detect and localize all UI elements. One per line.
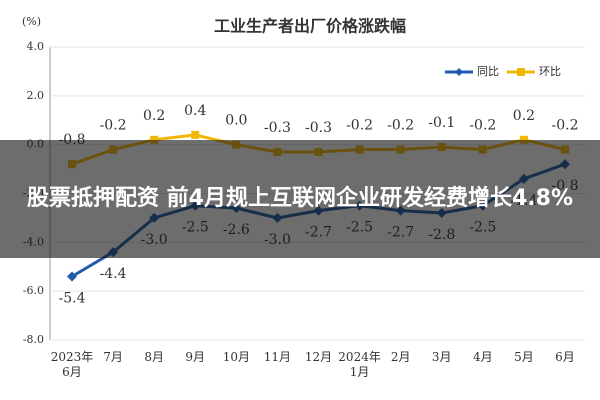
x-tick-label: 9月 (185, 350, 206, 364)
x-tick-label: 12月 (304, 350, 333, 364)
point (519, 135, 528, 144)
legend-marker (455, 68, 463, 76)
data-label: -0.2 (387, 118, 414, 134)
x-tick-label: 2024年 1月 (338, 350, 381, 379)
x-tick-label: 10月 (222, 350, 250, 364)
y-tick-label: 4.0 (27, 40, 45, 53)
banner-text: 股票抵押配资 前4月规上互联网企业研发经费增长4.8% (27, 186, 573, 211)
data-label: -5.4 (59, 291, 86, 307)
y-axis-label: (%) (22, 15, 41, 28)
data-label: 0.2 (513, 108, 535, 124)
data-label: 0.4 (184, 103, 206, 119)
data-label: 0.2 (143, 108, 165, 124)
legend-label: 环比 (539, 65, 561, 78)
data-label: -0.1 (428, 115, 455, 131)
chart-title: 工业生产者出厂价格涨跌幅 (214, 17, 406, 36)
data-label: -0.2 (469, 118, 496, 134)
point (150, 135, 159, 144)
data-label: -4.4 (100, 266, 127, 282)
x-tick-label: 8月 (144, 350, 164, 364)
data-label: -0.2 (552, 118, 579, 134)
x-tick-label: 2月 (390, 350, 411, 364)
x-tick-label: 4月 (473, 350, 493, 364)
data-label: 0.0 (225, 113, 247, 129)
y-tick-label: 2.0 (27, 89, 45, 102)
data-label: -0.3 (305, 120, 332, 136)
point (191, 130, 200, 139)
banner: 股票抵押配资 前4月规上互联网企业研发经费增长4.8% (0, 140, 600, 258)
x-tick-label: 7月 (103, 350, 123, 364)
data-label: -0.2 (100, 118, 127, 134)
legend-label: 同比 (477, 65, 499, 78)
y-tick-label: -6.0 (23, 284, 44, 297)
point (67, 271, 77, 282)
data-label: -0.3 (264, 120, 291, 136)
x-tick-label: 3月 (431, 350, 452, 364)
x-tick-label: 5月 (514, 350, 534, 364)
x-tick-label: 6月 (555, 350, 575, 364)
x-tick-label: 2023年 6月 (50, 350, 94, 379)
x-tick-label: 11月 (263, 350, 292, 364)
data-label: -0.2 (346, 118, 373, 134)
legend-marker (517, 68, 525, 76)
y-tick-label: -8.0 (23, 333, 44, 346)
